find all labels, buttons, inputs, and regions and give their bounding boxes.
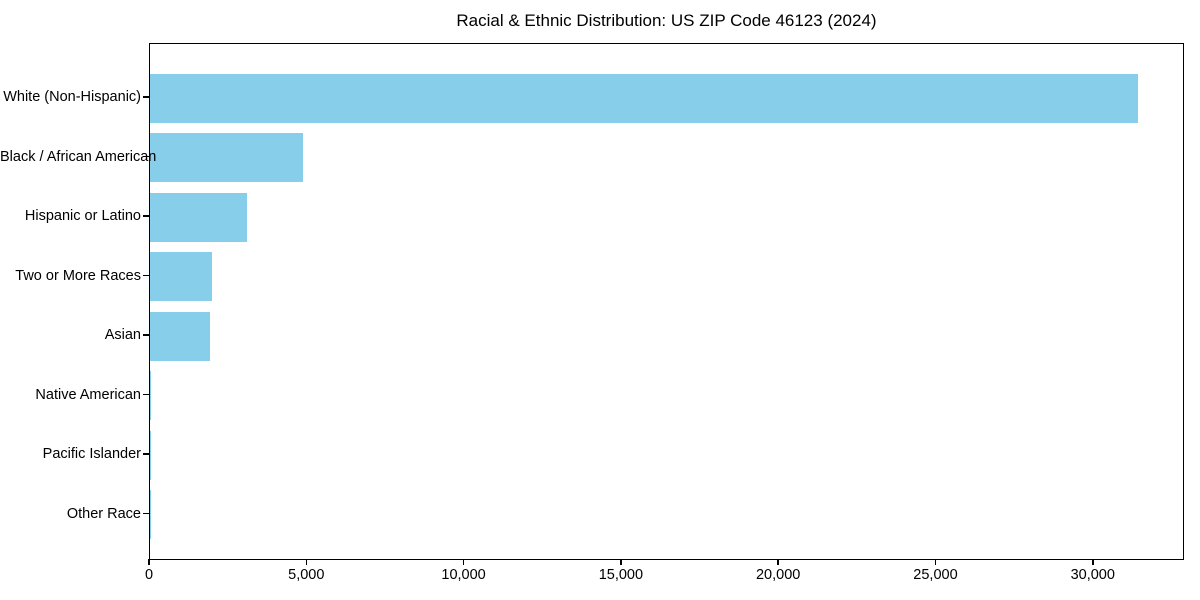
- x-tick-label-25-000: 25,000: [913, 567, 958, 583]
- bar-two-or-more-races: [150, 252, 212, 301]
- bar-pacific-islander: [150, 430, 151, 480]
- x-tick-mark: [1092, 559, 1094, 565]
- bar-native-american: [150, 371, 152, 420]
- y-tick-mark: [143, 334, 149, 336]
- x-tick-label-30-000: 30,000: [1070, 567, 1115, 583]
- bar-white-non-hispanic: [150, 73, 1138, 123]
- bar-hispanic-or-latino: [150, 192, 247, 242]
- y-tick-mark: [143, 96, 149, 98]
- chart-title: Racial & Ethnic Distribution: US ZIP Cod…: [456, 11, 877, 30]
- y-tick-mark: [143, 393, 149, 396]
- x-tick-label-0: 0: [144, 567, 154, 583]
- y-tick-label-hispanic-or-latino: Hispanic or Latino: [24, 208, 141, 224]
- x-tick-mark: [305, 559, 308, 565]
- x-tick-mark: [934, 559, 937, 565]
- y-tick-label-other-race: Other Race: [66, 505, 141, 522]
- x-tick-mark: [148, 559, 150, 565]
- y-tick-label-asian: Asian: [104, 327, 141, 343]
- bar-asian: [150, 311, 210, 361]
- y-tick-mark: [143, 274, 149, 277]
- bar-black-african-american: [150, 133, 303, 182]
- y-tick-mark: [143, 453, 149, 455]
- y-tick-mark: [143, 512, 149, 515]
- x-tick-label-15-000: 15,000: [598, 567, 644, 583]
- y-tick-label-native-american: Native American: [35, 386, 141, 403]
- y-tick-label-two-or-more-races: Two or More Races: [15, 267, 141, 284]
- x-tick-mark: [777, 559, 779, 565]
- y-tick-label-white-non-hispanic: White (Non-Hispanic): [3, 89, 141, 105]
- y-tick-mark: [143, 215, 149, 217]
- x-tick-mark: [620, 559, 622, 565]
- plot-area: [149, 43, 1184, 560]
- x-tick-label-20-000: 20,000: [755, 567, 801, 583]
- y-tick-label-pacific-islander: Pacific Islander: [42, 446, 141, 462]
- x-tick-mark: [462, 559, 465, 565]
- x-tick-label-10-000: 10,000: [441, 567, 486, 583]
- x-tick-label-5-000: 5,000: [288, 567, 325, 583]
- y-tick-mark: [143, 155, 149, 158]
- bar-other-race: [150, 490, 151, 539]
- y-tick-label-black-african-american: Black / African American: [0, 148, 157, 165]
